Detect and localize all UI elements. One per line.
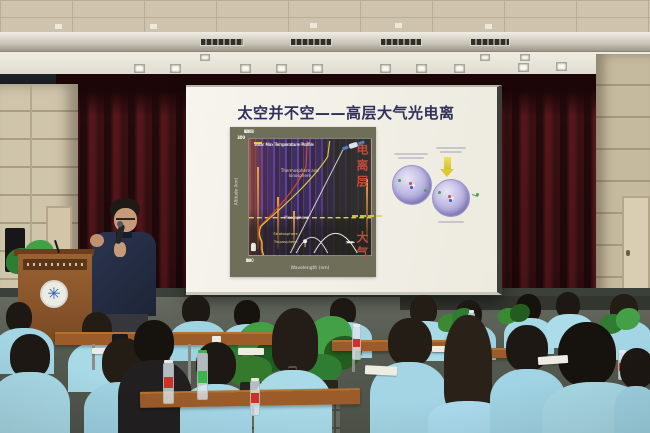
emission-streak	[366, 179, 368, 243]
caption-blur	[398, 157, 424, 159]
karman-line-extension	[352, 215, 382, 217]
emission-streak	[257, 167, 259, 249]
paper-sheet	[364, 365, 398, 376]
desk-leg	[188, 344, 191, 384]
column-groove	[30, 84, 32, 344]
nucleus-dot	[448, 195, 451, 198]
aircraft-icon	[345, 241, 356, 244]
ionosphere-note: 电离层	[355, 143, 369, 191]
recessed-light	[312, 64, 323, 73]
recessed-light	[170, 64, 181, 73]
recessed-light	[240, 64, 251, 73]
electron-dot	[438, 191, 441, 194]
atom-diagram-ionized	[430, 145, 488, 225]
stratosphere-label: Stratosphere	[273, 230, 298, 236]
presenter-hand	[114, 242, 126, 257]
presenter-fist	[90, 234, 104, 247]
balloon-ceiling-arc	[295, 236, 329, 254]
podium: ✳	[13, 240, 96, 342]
microphone-head	[117, 221, 123, 227]
caption-blur	[438, 221, 464, 223]
solar-max-temperature-curve	[258, 140, 331, 255]
wall-clip	[55, 24, 62, 29]
altitude-wavelength-chart: -200 0 200 400 600 800 1000 1200 1400 400 350 300 2…	[230, 127, 376, 277]
desk	[472, 348, 532, 358]
water-bottle-sprite	[197, 350, 208, 400]
recessed-light	[454, 64, 465, 73]
observatory-dome	[250, 242, 256, 248]
ceiling-vent-light	[200, 38, 244, 46]
recessed-light	[380, 64, 391, 73]
ceiling-vent-light	[470, 38, 510, 46]
podium-nameplate	[23, 259, 87, 270]
presenter-collar	[116, 232, 132, 238]
ceiling	[0, 52, 650, 78]
wall-clip	[150, 24, 157, 29]
nucleus-dot	[410, 186, 413, 189]
nucleus-dot	[409, 182, 412, 185]
recessed-light	[200, 54, 210, 61]
podium-emblem: ✳	[40, 280, 68, 308]
balloon-icon	[303, 239, 308, 244]
caption-blur	[394, 153, 428, 155]
satellite-sightline	[289, 148, 344, 254]
chart-x-axis-label: Wavelength (nm)	[290, 266, 330, 271]
recessed-light	[276, 64, 287, 73]
caption-blur	[436, 147, 466, 149]
desk-leg	[92, 344, 95, 370]
water-bottle	[163, 360, 174, 404]
recessed-light	[416, 64, 427, 73]
photon-arrow-icon	[444, 157, 451, 169]
emission-streak	[293, 211, 295, 249]
chart-curves	[249, 140, 371, 255]
slide-title: 太空并不空——高层大气光电离	[237, 104, 455, 122]
solar-max-line-swatch	[254, 142, 262, 144]
aircraft-ceiling-arc	[313, 233, 358, 254]
recessed-light	[480, 54, 490, 61]
ceiling-vent-light	[380, 38, 422, 46]
wall-clip	[395, 23, 402, 28]
presenter-glasses	[116, 218, 135, 223]
wall-clip	[310, 23, 317, 28]
caption-blur	[440, 151, 462, 153]
ceiling-vent-light	[290, 38, 332, 46]
solar-min-temperature-curve	[257, 140, 308, 255]
troposphere-label: Troposphere	[273, 238, 298, 244]
chart-plot-area: Solar Min Temperature Profile Solar Max …	[248, 138, 372, 256]
chart-y-axis-label: Altitude (km)	[233, 177, 239, 206]
upper-tiled-wall	[0, 0, 650, 34]
water-bottle	[352, 324, 361, 360]
atom-diagram-neutral	[390, 151, 436, 211]
recessed-light	[518, 63, 529, 72]
recessed-light	[134, 64, 145, 73]
desk-leg	[352, 350, 355, 372]
nucleus-dot	[451, 197, 454, 200]
water-bottle	[250, 378, 260, 416]
nucleus-dot	[449, 199, 452, 202]
nucleus-dot	[412, 184, 415, 187]
door-handle	[626, 250, 630, 256]
emission-streak	[277, 197, 279, 249]
paper-sheet	[238, 348, 264, 355]
recessed-light	[520, 54, 530, 61]
electron-dot	[398, 179, 401, 182]
wall-clip	[485, 24, 492, 29]
projection-screen: 太空并不空——高层大气光电离 -200 0 200 400 600 800 1000 1200…	[186, 85, 502, 295]
chart-y-axis-ticks: 400 350 300 250 200 150 100 50 0	[237, 135, 245, 140]
photon-arrow-head	[440, 169, 454, 177]
thermosphere-label: Thermosphere and Ionosphere	[280, 168, 319, 178]
recessed-light	[556, 62, 567, 71]
mesosphere-label: Mesosphere	[284, 214, 309, 220]
electron-dot	[424, 189, 427, 192]
ejected-electron-dot	[476, 193, 479, 196]
atmosphere-note: 大气	[355, 231, 369, 261]
